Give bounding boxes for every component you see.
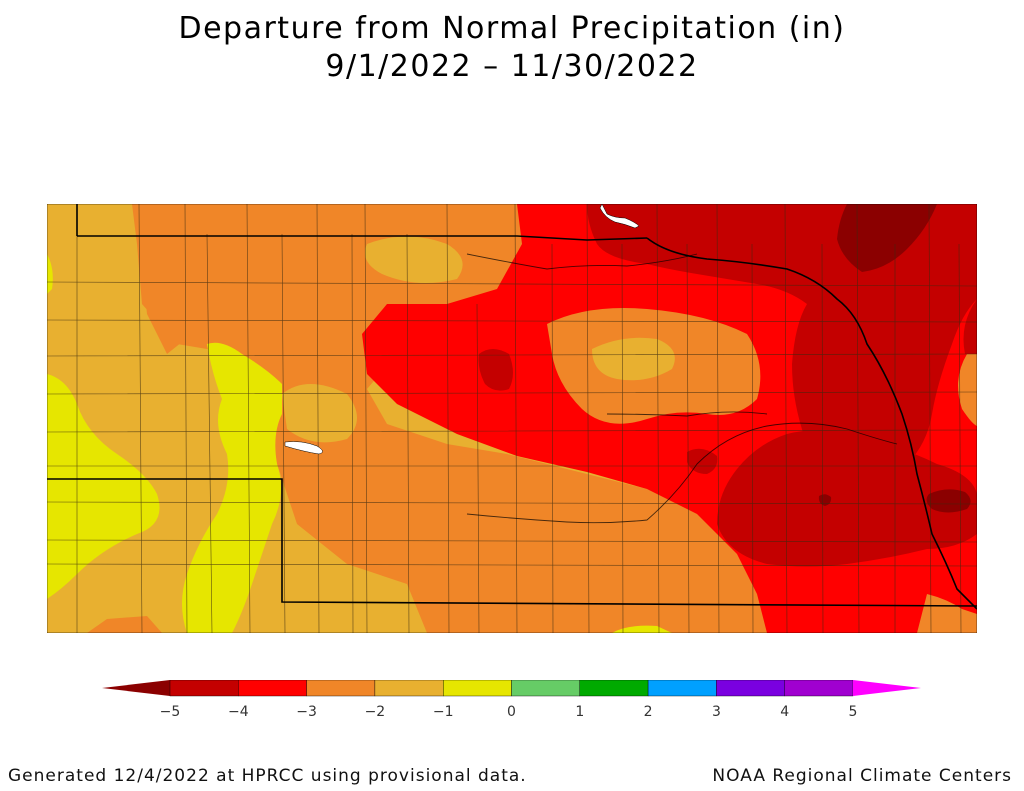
zone-m3-m2-southwest — [87, 616, 162, 633]
lake-west — [284, 441, 323, 455]
precipitation-departure-map — [47, 204, 977, 633]
zone-lt-m4-south — [717, 430, 977, 567]
county-grid — [47, 204, 977, 633]
footer-generated-note: Generated 12/4/2022 at HPRCC using provi… — [8, 766, 527, 786]
legend-tick-label: 1 — [575, 704, 584, 720]
legend-swatch-7 — [647, 679, 717, 697]
zone-m1-0-nw-sliver — [47, 254, 53, 294]
legend-tick-label: −3 — [296, 704, 317, 720]
zone-m2-m1-pocket-north — [364, 236, 463, 283]
zone-m1-0-south-sliver — [612, 625, 672, 633]
zone-lt-m4-north — [587, 204, 977, 474]
zone-lt-m4-pocket-center — [478, 349, 513, 391]
legend-tick-label: −4 — [228, 704, 249, 720]
legend-swatch-2 — [306, 679, 376, 697]
legend-svg: −5 −4 −3 −2 −1 0 1 2 3 4 5 — [102, 679, 921, 720]
legend-tick-label: 3 — [712, 704, 721, 720]
zone-lt-m5-northeast — [837, 204, 937, 272]
zone-m2-m1-central-pocket — [592, 337, 675, 381]
zone-m3-m2 — [132, 204, 777, 633]
zone-m3-m2-east-edge — [958, 354, 977, 426]
legend-tick-label: −5 — [160, 704, 181, 720]
legend-swatch-0 — [169, 679, 239, 697]
legend-arrow-low — [102, 680, 170, 696]
zone-m1-0-panhandle — [182, 342, 282, 633]
map-svg — [47, 204, 977, 633]
title-line-1: Departure from Normal Precipitation (in) — [178, 11, 846, 46]
legend-tick-label: −1 — [433, 704, 454, 720]
lake-north — [599, 204, 640, 229]
footer-credit: NOAA Regional Climate Centers — [712, 766, 1012, 786]
legend-swatch-3 — [374, 679, 444, 697]
legend-swatch-1 — [238, 679, 307, 697]
legend-tick-label: −2 — [365, 704, 386, 720]
legend-arrow-high — [853, 680, 921, 696]
zone-m3-m2-se-edge — [917, 594, 977, 633]
zone-m2-m1-pocket-mid — [282, 384, 357, 443]
zone-m3-m2-west — [137, 204, 207, 354]
color-scale-legend: −5 −4 −3 −2 −1 0 1 2 3 4 5 — [0, 679, 1024, 730]
legend-tick-label: 5 — [849, 704, 858, 720]
zone-lt-m5-small-spot — [818, 494, 832, 506]
river-lines — [466, 253, 898, 524]
legend-tick-label: 4 — [780, 704, 789, 720]
legend-tick-label: 2 — [644, 704, 653, 720]
legend-swatch-5 — [511, 679, 581, 697]
legend-swatch-4 — [443, 679, 512, 697]
zone-m1-0-west — [47, 374, 160, 599]
title-line-2: 9/1/2022 – 11/30/2022 — [325, 49, 699, 84]
state-borders — [47, 204, 977, 610]
legend-tick-label: 0 — [507, 704, 516, 720]
map-title: Departure from Normal Precipitation (in)… — [0, 10, 1024, 86]
legend-swatch-8 — [716, 679, 785, 697]
legend-swatch-9 — [784, 679, 854, 697]
zone-lt-m4-east-notch — [963, 299, 977, 354]
zone-lt-m5-east-spot — [926, 489, 971, 513]
legend-swatch-6 — [579, 679, 649, 697]
